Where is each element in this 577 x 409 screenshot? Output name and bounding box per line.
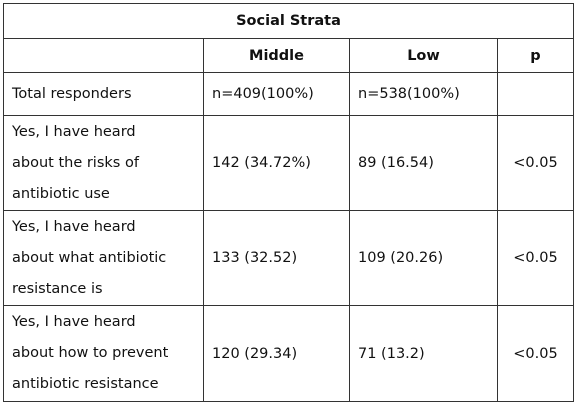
- row-label-line: about how to prevent: [12, 345, 169, 361]
- row-label: Yes, I have heard about the risks of antib…: [3, 115, 204, 211]
- row-label-line: antibiotic use: [12, 185, 110, 202]
- title-row: Social Strata: [3, 3, 574, 39]
- table-cell: n=538(100%): [349, 72, 498, 116]
- row-label-line: Yes, I have heard: [12, 314, 136, 330]
- column-header: Low: [349, 38, 498, 73]
- table-cell: [497, 72, 574, 116]
- table-row: Yes, I have heard about the risks of antib…: [3, 115, 574, 211]
- table-cell: 109 (20.26): [349, 210, 498, 306]
- row-label-line: about the risks of: [12, 154, 139, 171]
- column-header: p: [497, 38, 574, 73]
- table-cell: <0.05: [497, 210, 574, 306]
- data-table: Social Strata Middle Low p Total responders…: [3, 3, 574, 402]
- table-cell: <0.05: [497, 305, 574, 402]
- table-cell: 133 (32.52): [203, 210, 350, 306]
- table-cell: 120 (29.34): [203, 305, 350, 402]
- row-label: Yes, I have heard about what antibiotic re…: [3, 210, 204, 306]
- row-label-line: resistance is: [12, 280, 103, 297]
- column-header: Middle: [203, 38, 350, 73]
- table-title: Social Strata: [3, 3, 574, 39]
- table-cell: 71 (13.2): [349, 305, 498, 402]
- table-cell: 89 (16.54): [349, 115, 498, 211]
- table-row: Total responders n=409(100%) n=538(100%): [3, 72, 574, 116]
- row-label-line: Total responders: [12, 85, 132, 102]
- row-label-line: Yes, I have heard: [12, 218, 136, 235]
- table-row: Yes, I have heard about what antibiotic re…: [3, 210, 574, 306]
- table-row: Yes, I have heard about how to prevent ant…: [3, 305, 574, 402]
- row-label: Total responders: [3, 72, 204, 116]
- row-label-line: about what antibiotic: [12, 249, 167, 266]
- row-label: Yes, I have heard about how to prevent ant…: [3, 305, 204, 402]
- table-cell: 142 (34.72%): [203, 115, 350, 211]
- header-row: Middle Low p: [3, 38, 574, 73]
- table-body: Social Strata Middle Low p Total responders…: [3, 3, 574, 402]
- header-cell: [3, 38, 204, 73]
- row-label-line: antibiotic resistance: [12, 376, 159, 392]
- table-cell: <0.05: [497, 115, 574, 211]
- row-label-line: Yes, I have heard: [12, 123, 136, 140]
- table-cell: n=409(100%): [203, 72, 350, 116]
